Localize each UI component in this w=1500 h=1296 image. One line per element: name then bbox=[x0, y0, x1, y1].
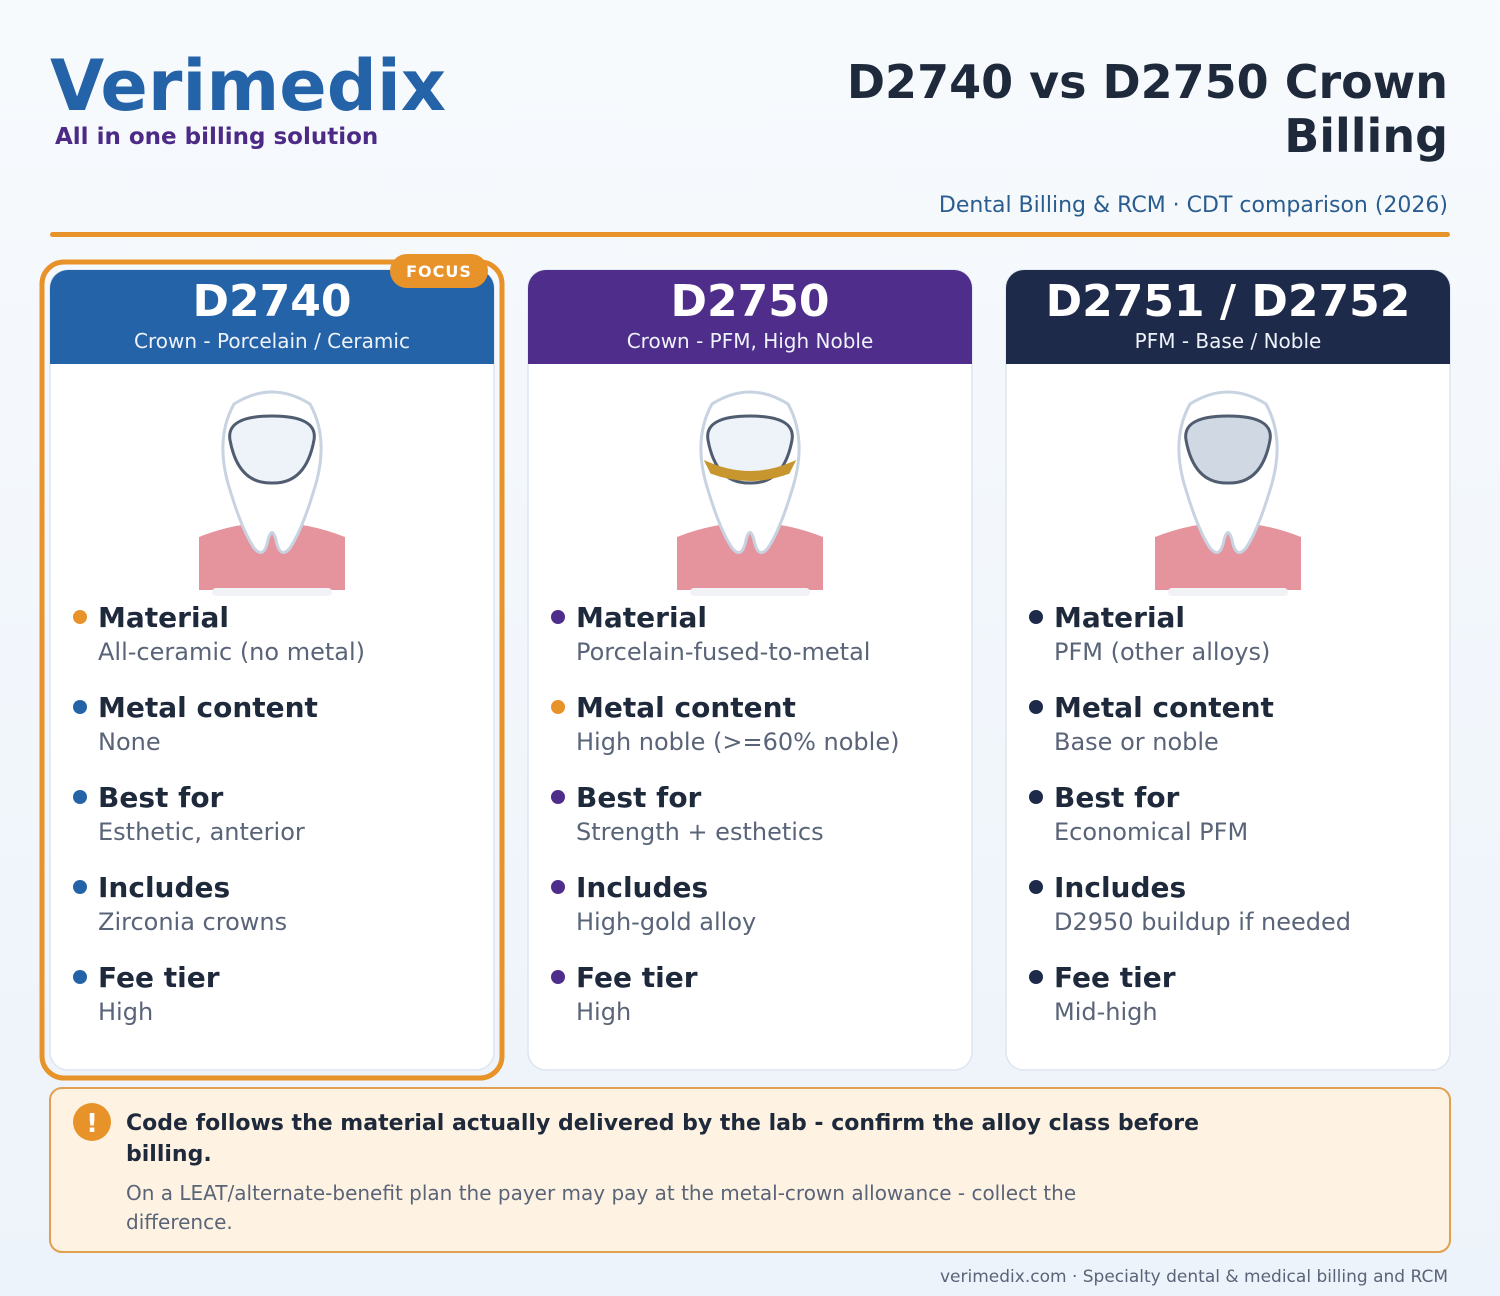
bullet bbox=[73, 610, 87, 624]
title: Billing bbox=[1284, 109, 1448, 163]
item-value: Economical PFM bbox=[1054, 818, 1248, 846]
item-label: Includes bbox=[98, 871, 230, 904]
note-body: On a LEAT/alternate-benefit plan the pay… bbox=[126, 1181, 1076, 1205]
gum bbox=[199, 522, 345, 590]
item-label: Best for bbox=[576, 781, 702, 814]
metal-band bbox=[703, 460, 797, 481]
bullet bbox=[1029, 790, 1043, 804]
note-box bbox=[49, 1087, 1451, 1253]
item-value: High bbox=[98, 998, 153, 1026]
item-label: Material bbox=[1054, 601, 1185, 634]
gum-shadow bbox=[690, 588, 810, 596]
card-code: D2740 bbox=[193, 276, 352, 327]
item-value: Mid-high bbox=[1054, 998, 1158, 1026]
note-icon-glyph: ! bbox=[86, 1109, 98, 1139]
item-value: Strength + esthetics bbox=[576, 818, 824, 846]
item-label: Includes bbox=[576, 871, 708, 904]
item-label: Fee tier bbox=[576, 961, 698, 994]
bullet bbox=[551, 790, 565, 804]
item-label: Fee tier bbox=[98, 961, 220, 994]
card-header bbox=[50, 270, 494, 364]
item-value: Base or noble bbox=[1054, 728, 1219, 756]
item-value: D2950 buildup if needed bbox=[1054, 908, 1351, 936]
note-body: difference. bbox=[126, 1210, 233, 1234]
bullet bbox=[551, 700, 565, 714]
card-subtitle: PFM - Base / Noble bbox=[1135, 329, 1322, 353]
bullet bbox=[1029, 610, 1043, 624]
bullet bbox=[551, 880, 565, 894]
crown bbox=[1184, 414, 1272, 485]
item-label: Material bbox=[576, 601, 707, 634]
item-label: Material bbox=[98, 601, 229, 634]
item-value: Porcelain-fused-to-metal bbox=[576, 638, 870, 666]
bullet bbox=[551, 970, 565, 984]
gum bbox=[1155, 522, 1301, 590]
divider bbox=[50, 232, 1450, 237]
bullet bbox=[1029, 880, 1043, 894]
gum-shadow bbox=[1168, 588, 1288, 596]
note-title: billing. bbox=[126, 1142, 212, 1167]
card-header bbox=[1006, 270, 1450, 364]
item-label: Metal content bbox=[1054, 691, 1274, 724]
bullet bbox=[551, 610, 565, 624]
note-icon bbox=[73, 1103, 111, 1141]
brand: Verimedix bbox=[50, 45, 446, 127]
item-value: High noble (>=60% noble) bbox=[576, 728, 899, 756]
gum bbox=[677, 522, 823, 590]
badge bbox=[390, 254, 488, 288]
item-value: Esthetic, anterior bbox=[98, 818, 305, 846]
bullet bbox=[73, 970, 87, 984]
bullet bbox=[73, 880, 87, 894]
item-label: Includes bbox=[1054, 871, 1186, 904]
item-label: Metal content bbox=[576, 691, 796, 724]
bullet bbox=[1029, 700, 1043, 714]
note-title: Code follows the material actually deliv… bbox=[126, 1111, 1199, 1136]
gum-shadow bbox=[212, 588, 332, 596]
card-header bbox=[528, 270, 972, 364]
item-value: Zirconia crowns bbox=[98, 908, 287, 936]
card-subtitle: Crown - PFM, High Noble bbox=[627, 329, 874, 353]
card-body bbox=[1005, 269, 1451, 1071]
item-value: PFM (other alloys) bbox=[1054, 638, 1270, 666]
bullet bbox=[73, 790, 87, 804]
focus-outline bbox=[39, 259, 505, 1081]
tagline: All in one billing solution bbox=[55, 124, 378, 150]
item-value: None bbox=[98, 728, 161, 756]
bullet bbox=[73, 700, 87, 714]
title: D2740 vs D2750 Crown bbox=[847, 55, 1448, 109]
card-code: D2750 bbox=[671, 276, 830, 327]
bullet bbox=[1029, 970, 1043, 984]
card-body bbox=[49, 269, 495, 1071]
subtitle: Dental Billing & RCM · CDT comparison (2… bbox=[939, 193, 1448, 218]
item-label: Fee tier bbox=[1054, 961, 1176, 994]
badge-text: FOCUS bbox=[406, 262, 472, 281]
item-value: High-gold alloy bbox=[576, 908, 756, 936]
item-label: Best for bbox=[98, 781, 224, 814]
crown bbox=[228, 414, 316, 485]
item-value: All-ceramic (no metal) bbox=[98, 638, 365, 666]
item-label: Best for bbox=[1054, 781, 1180, 814]
card-code: D2751 / D2752 bbox=[1046, 276, 1411, 327]
item-value: High bbox=[576, 998, 631, 1026]
footer: verimedix.com · Specialty dental & medic… bbox=[940, 1267, 1448, 1287]
item-label: Metal content bbox=[98, 691, 318, 724]
card-body bbox=[527, 269, 973, 1071]
card-subtitle: Crown - Porcelain / Ceramic bbox=[134, 329, 410, 353]
